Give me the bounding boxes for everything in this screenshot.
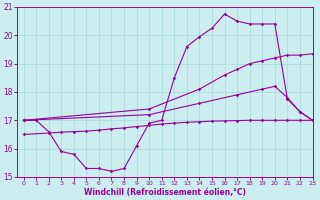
X-axis label: Windchill (Refroidissement éolien,°C): Windchill (Refroidissement éolien,°C): [84, 188, 246, 197]
